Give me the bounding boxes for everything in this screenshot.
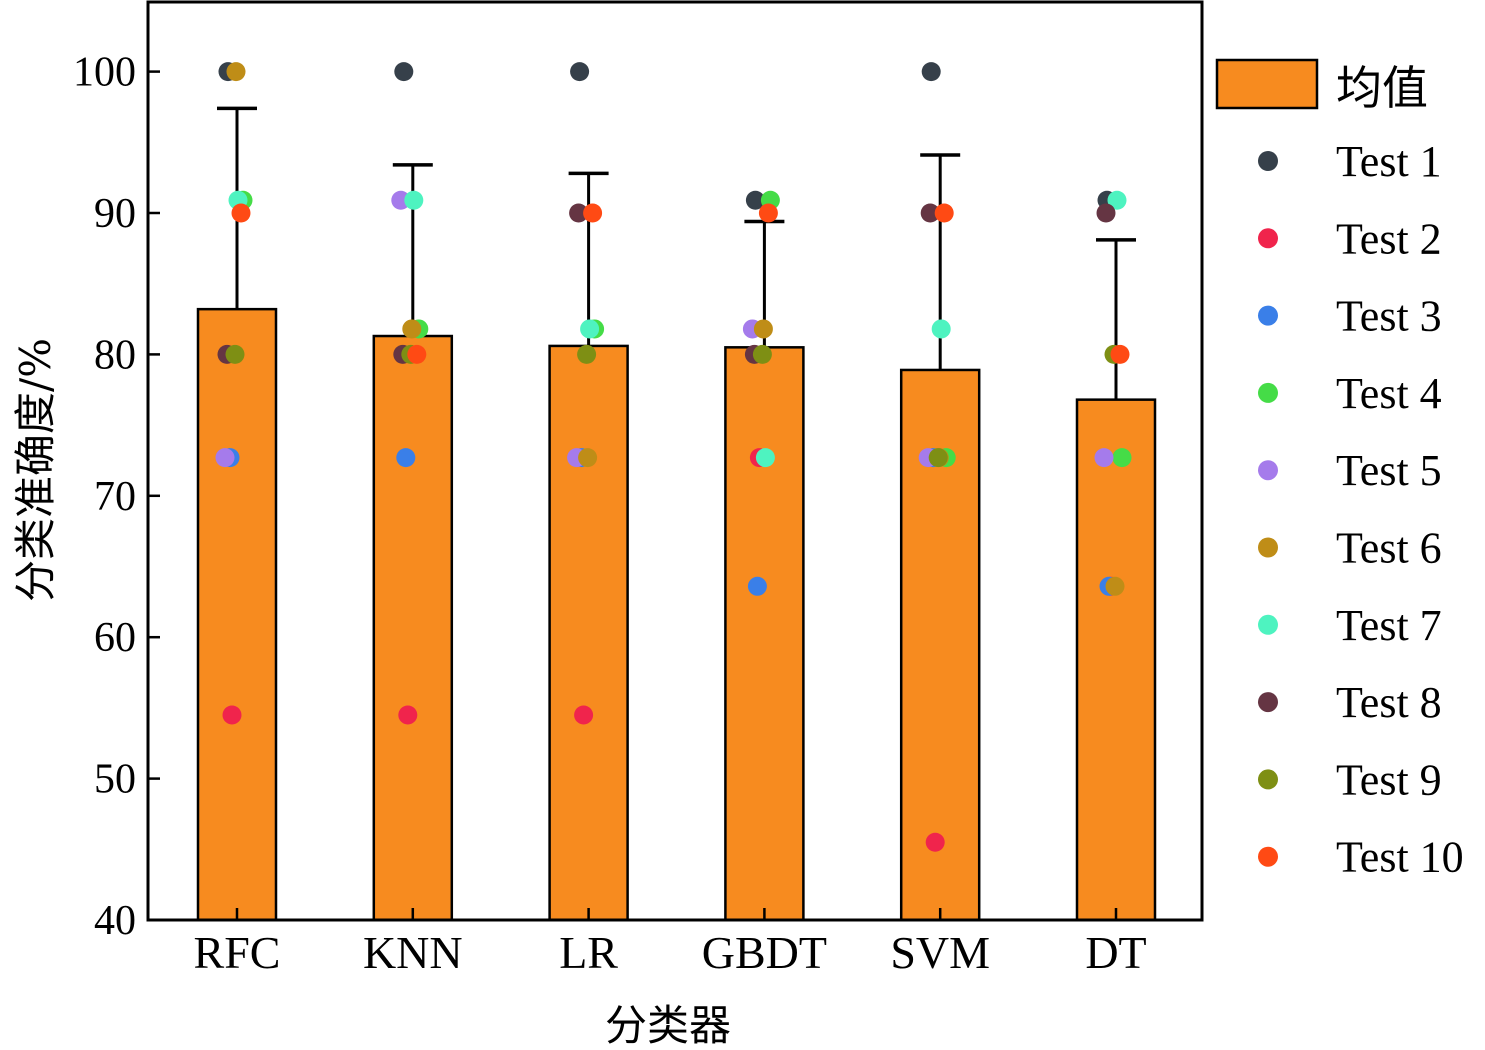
- y-tick-label: 60: [94, 615, 136, 661]
- point-test-7-knn: [404, 190, 424, 210]
- point-test-7-dt: [1107, 190, 1127, 210]
- points-layer: [215, 62, 1132, 852]
- legend-label-mean: 均值: [1336, 61, 1428, 115]
- legend-label-test-8: Test 8: [1336, 678, 1442, 727]
- point-test-10-svm: [934, 203, 954, 223]
- point-test-8-lr: [569, 203, 589, 223]
- point-test-3-knn: [396, 448, 416, 468]
- legend-marker-test-6: [1258, 537, 1278, 558]
- legend-marker-test-2: [1258, 228, 1278, 249]
- point-test-6-gbdt: [753, 319, 773, 339]
- x-tick-label: DT: [1085, 927, 1146, 978]
- point-test-1-gbdt: [745, 190, 765, 210]
- y-tick-label: 100: [73, 50, 136, 96]
- y-tick-label: 80: [94, 332, 136, 378]
- error-bar-lr: [568, 171, 609, 346]
- point-test-10-knn: [407, 344, 427, 364]
- y-tick-label: 90: [94, 191, 136, 237]
- point-test-10-dt: [1110, 344, 1130, 364]
- y-tick-label: 50: [94, 757, 136, 803]
- legend-label-test-4: Test 4: [1336, 369, 1442, 418]
- bars-layer: [196, 307, 1157, 922]
- point-test-1-lr: [570, 62, 590, 82]
- point-test-1-knn: [394, 62, 414, 82]
- bar-rfc: [196, 307, 278, 922]
- legend-label-test-1: Test 1: [1336, 137, 1442, 186]
- legend: 均值 Test 1 Test 2 Test 3 Test 4 Test 5 Test 6 Te…: [1215, 58, 1464, 882]
- point-test-7-lr: [580, 319, 600, 339]
- legend-marker-test-8: [1258, 692, 1278, 713]
- legend-marker-test-4: [1258, 382, 1278, 403]
- point-test-10-gbdt: [758, 203, 778, 223]
- point-test-2-lr: [574, 705, 594, 725]
- point-test-6-lr: [578, 448, 598, 468]
- x-tick-label: GBDT: [702, 927, 827, 978]
- point-test-7-gbdt: [755, 448, 775, 468]
- point-test-7-svm: [931, 319, 951, 339]
- bar-dt: [1075, 398, 1157, 922]
- legend-marker-test-7: [1258, 614, 1278, 635]
- point-test-5-rfc: [215, 448, 235, 468]
- legend-marker-test-5: [1258, 460, 1278, 481]
- legend-marker-test-10: [1258, 846, 1278, 867]
- error-bar-dt: [1096, 238, 1136, 400]
- point-test-6-dt: [1105, 576, 1125, 596]
- plot-frame: [146, 0, 1204, 922]
- y-tick-label: 70: [94, 474, 136, 520]
- legend-label-test-7: Test 7: [1336, 601, 1442, 650]
- legend-marker-test-3: [1258, 305, 1278, 326]
- x-tick-label: RFC: [194, 927, 281, 978]
- y-tick-label: 40: [94, 898, 136, 944]
- point-test-3-gbdt: [747, 576, 767, 596]
- point-test-4-dt: [1112, 448, 1132, 468]
- legend-label-test-3: Test 3: [1336, 292, 1442, 341]
- legend-marker-test-9: [1258, 769, 1278, 790]
- point-test-6-rfc: [226, 62, 246, 82]
- point-test-10-rfc: [231, 203, 251, 223]
- legend-marker-test-1: [1258, 151, 1278, 171]
- point-test-8-dt: [1096, 203, 1116, 223]
- point-test-10-lr: [583, 203, 603, 223]
- point-test-5-knn: [391, 190, 411, 210]
- point-test-9-lr: [577, 344, 597, 364]
- legend-label-test-6: Test 6: [1336, 524, 1442, 573]
- point-test-5-dt: [1094, 448, 1114, 468]
- legend-label-test-2: Test 2: [1336, 214, 1442, 263]
- x-tick-label: KNN: [363, 927, 463, 978]
- point-test-2-rfc: [222, 705, 242, 725]
- bar-lr: [548, 344, 629, 922]
- y-axis: 40 50 60 70 80 90 100: [73, 50, 160, 944]
- error-bars-layer: [217, 106, 1136, 400]
- x-axis-title: 分类器: [605, 1001, 731, 1050]
- legend-label-test-10: Test 10: [1336, 833, 1464, 882]
- point-test-1-svm: [921, 62, 941, 82]
- bar-gbdt: [724, 346, 805, 922]
- error-bar-knn: [392, 163, 433, 337]
- legend-swatch-mean: [1215, 58, 1319, 110]
- legend-label-test-9: Test 9: [1336, 755, 1442, 804]
- legend-label-test-5: Test 5: [1336, 446, 1442, 495]
- y-axis-title: 分类准确度/%: [11, 338, 60, 602]
- point-test-9-rfc: [225, 344, 245, 364]
- point-test-2-knn: [398, 705, 418, 725]
- x-tick-label: SVM: [890, 927, 990, 978]
- x-axis: RFC KNN LR GBDT SVM DT: [194, 908, 1147, 978]
- point-test-8-svm: [920, 203, 940, 223]
- point-test-9-svm: [928, 448, 948, 468]
- point-test-9-gbdt: [752, 344, 772, 364]
- bar-knn: [372, 334, 454, 922]
- point-test-2-svm: [925, 832, 945, 852]
- point-test-6-knn: [402, 319, 422, 339]
- x-tick-label: LR: [559, 927, 618, 978]
